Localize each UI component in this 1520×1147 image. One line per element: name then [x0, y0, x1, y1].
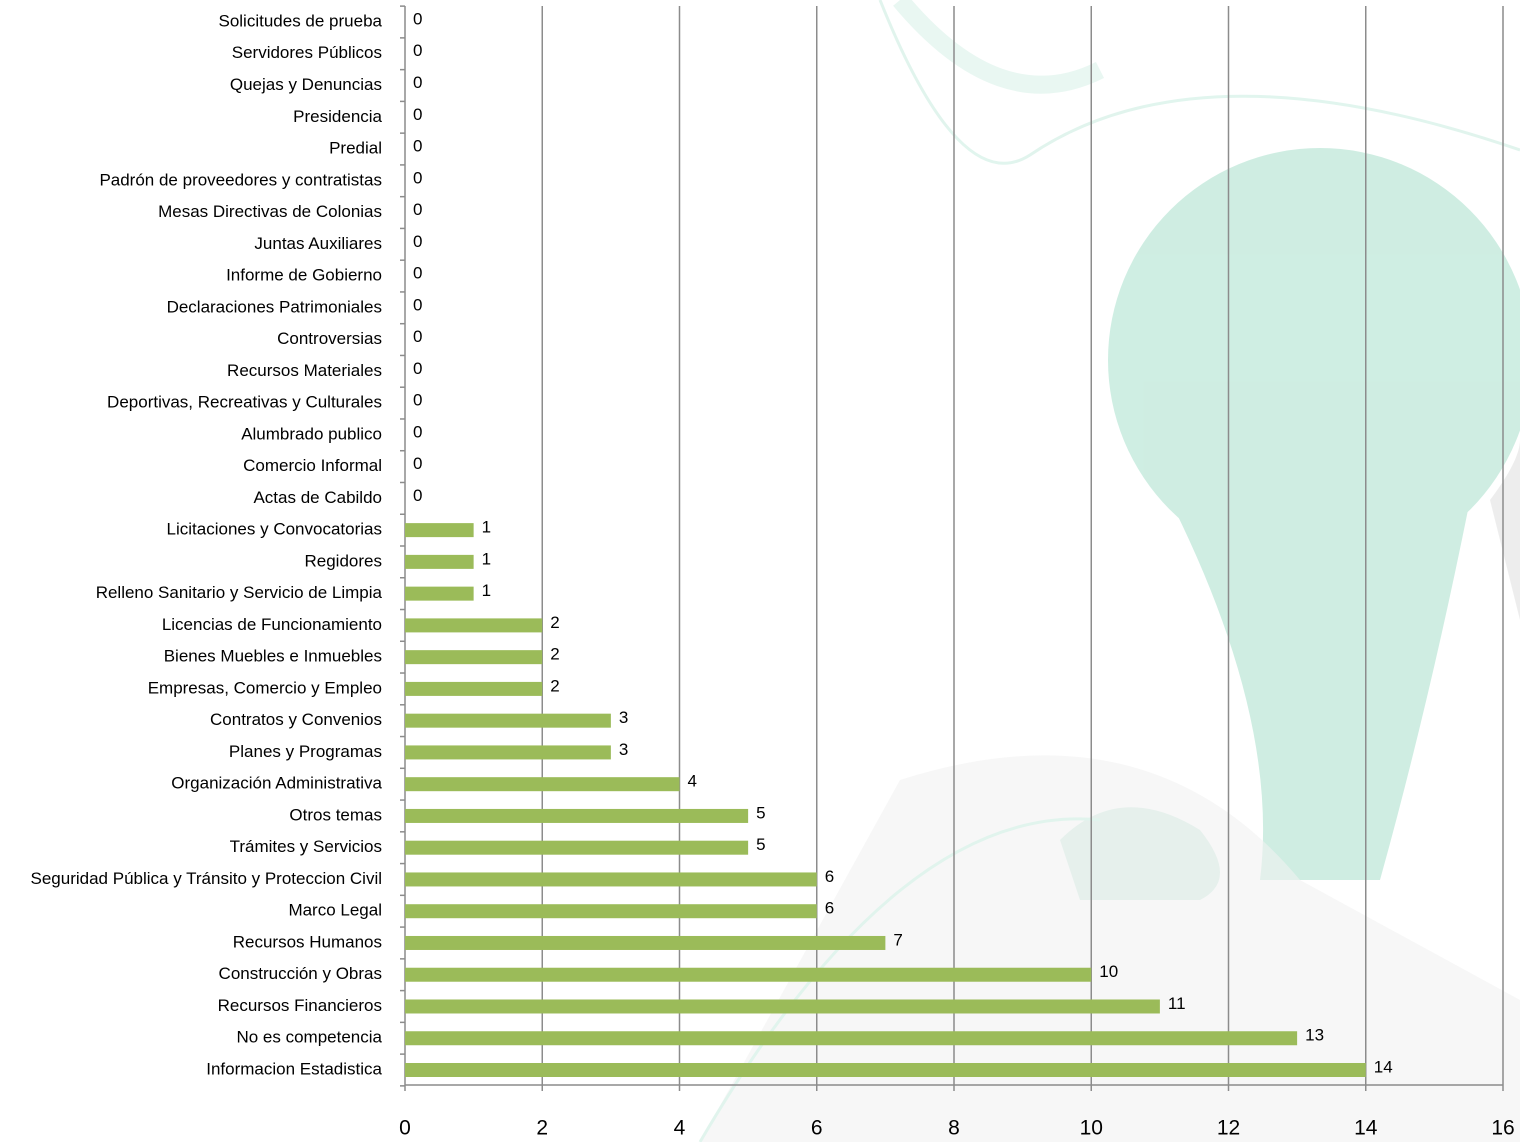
y-tick-label: Empresas, Comercio y Empleo [148, 678, 382, 697]
y-tick-label: Contratos y Convenios [210, 710, 382, 729]
x-tick-label: 6 [811, 1117, 823, 1140]
data-label: 2 [550, 645, 559, 664]
data-label: 5 [756, 835, 765, 854]
data-label: 0 [413, 232, 422, 251]
y-tick-label: Recursos Humanos [233, 932, 382, 951]
data-label: 0 [413, 73, 422, 92]
x-tick-label: 4 [674, 1117, 686, 1140]
y-tick-label: Juntas Auxiliares [254, 234, 382, 253]
data-label: 0 [413, 9, 422, 28]
data-label: 0 [413, 327, 422, 346]
data-label: 7 [893, 930, 902, 949]
y-tick-label: Construcción y Obras [219, 964, 382, 983]
y-tick-label: Licitaciones y Convocatorias [167, 520, 382, 539]
bar [405, 681, 543, 696]
y-tick-label: Actas de Cabildo [253, 488, 382, 507]
bar [405, 745, 611, 760]
bar [405, 904, 817, 919]
data-label: 0 [413, 422, 422, 441]
y-tick-label: Licencias de Funcionamiento [162, 615, 382, 634]
data-label: 0 [413, 137, 422, 156]
data-label: 1 [482, 581, 491, 600]
data-label: 0 [413, 359, 422, 378]
y-tick-label: Declaraciones Patrimoniales [167, 297, 382, 316]
bar [405, 1031, 1298, 1046]
y-tick-label: Comercio Informal [243, 456, 382, 475]
x-tick-label: 10 [1080, 1117, 1103, 1140]
data-label: 11 [1168, 994, 1186, 1013]
data-label: 10 [1099, 962, 1118, 981]
data-label: 1 [482, 518, 491, 537]
bar [405, 713, 611, 728]
y-tick-label: Predial [329, 139, 382, 158]
x-tick-label: 0 [399, 1117, 411, 1140]
y-tick-label: Alumbrado publico [241, 424, 382, 443]
data-label: 0 [413, 295, 422, 314]
y-tick-label: Deportivas, Recreativas y Culturales [107, 393, 382, 412]
bar [405, 1063, 1366, 1077]
data-label: 6 [825, 899, 834, 918]
data-label: 0 [413, 168, 422, 187]
bar [405, 586, 474, 601]
data-label: 13 [1305, 1026, 1324, 1045]
y-tick-label: Padrón de proveedores y contratistas [99, 170, 382, 189]
data-label: 3 [619, 740, 628, 759]
data-label: 0 [413, 41, 422, 60]
data-label: 0 [413, 391, 422, 410]
data-label: 2 [550, 613, 559, 632]
data-label: 6 [825, 867, 834, 886]
x-tick-label: 2 [536, 1117, 548, 1140]
bar [405, 554, 474, 569]
y-tick-label: Controversias [277, 329, 382, 348]
x-tick-label: 12 [1217, 1117, 1240, 1140]
y-tick-label: Informacion Estadistica [206, 1059, 382, 1078]
data-label: 1 [482, 549, 491, 568]
y-tick-label: Recursos Financieros [218, 996, 382, 1015]
y-tick-label: Marco Legal [288, 901, 382, 920]
x-tick-label: 8 [948, 1117, 960, 1140]
y-tick-label: Mesas Directivas de Colonias [158, 202, 382, 221]
bar [405, 777, 680, 792]
bar [405, 872, 817, 887]
data-label: 3 [619, 708, 628, 727]
data-label: 0 [413, 200, 422, 219]
y-tick-label: Bienes Muebles e Inmuebles [164, 647, 382, 666]
data-label: 0 [413, 486, 422, 505]
x-tick-label: 14 [1354, 1117, 1378, 1140]
y-tick-label: Otros temas [289, 805, 382, 824]
data-label: 14 [1374, 1057, 1393, 1076]
y-tick-label: Relleno Sanitario y Servicio de Limpia [96, 583, 383, 602]
y-tick-label: Seguridad Pública y Tránsito y Proteccio… [31, 869, 383, 888]
x-tick-label: 16 [1491, 1117, 1514, 1140]
bar [405, 935, 886, 950]
y-tick-label: Informe de Gobierno [226, 266, 382, 285]
bar [405, 999, 1160, 1014]
y-tick-label: No es competencia [236, 1028, 382, 1047]
data-label: 5 [756, 803, 765, 822]
y-tick-label: Quejas y Denuncias [230, 75, 382, 94]
bar [405, 650, 543, 665]
y-tick-label: Recursos Materiales [227, 361, 382, 380]
y-tick-label: Presidencia [293, 107, 382, 126]
data-label: 2 [550, 676, 559, 695]
y-tick-label: Servidores Públicos [232, 43, 382, 62]
y-tick-label: Planes y Programas [229, 742, 382, 761]
data-label: 0 [413, 105, 422, 124]
watermark [698, 0, 1520, 1143]
data-label: 0 [413, 454, 422, 473]
bar [405, 840, 749, 855]
y-tick-label: Regidores [305, 551, 383, 570]
bar [405, 618, 543, 633]
data-label: 0 [413, 264, 422, 283]
bar [405, 808, 749, 823]
data-label: 4 [688, 772, 697, 791]
y-tick-label: Solicitudes de prueba [218, 11, 382, 30]
bar [405, 967, 1092, 982]
y-tick-label: Organización Administrativa [171, 774, 382, 793]
bar [405, 523, 474, 538]
y-tick-label: Trámites y Servicios [230, 837, 382, 856]
